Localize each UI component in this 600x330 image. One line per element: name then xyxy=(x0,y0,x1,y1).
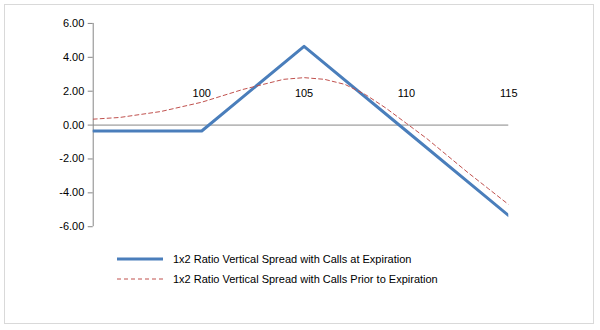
svg-text:-2.00: -2.00 xyxy=(59,152,84,164)
svg-text:0.00: 0.00 xyxy=(63,119,84,131)
svg-text:100: 100 xyxy=(193,87,211,99)
svg-text:110: 110 xyxy=(398,87,415,99)
svg-text:105: 105 xyxy=(295,87,313,99)
svg-text:2.00: 2.00 xyxy=(63,85,84,97)
svg-text:4.00: 4.00 xyxy=(63,51,84,63)
svg-text:-6.00: -6.00 xyxy=(59,220,84,232)
html-text:1x2 Ratio Vertical Spread with: 1x2 Ratio Vertical Spread with Calls Pri… xyxy=(173,273,438,285)
svg-text:-4.00: -4.00 xyxy=(59,186,84,198)
svg-text:115: 115 xyxy=(500,87,517,99)
svg-text:6.00: 6.00 xyxy=(63,17,84,29)
html-text:1x2 Ratio Vertical Spread with: 1x2 Ratio Vertical Spread with Calls at … xyxy=(173,253,412,265)
